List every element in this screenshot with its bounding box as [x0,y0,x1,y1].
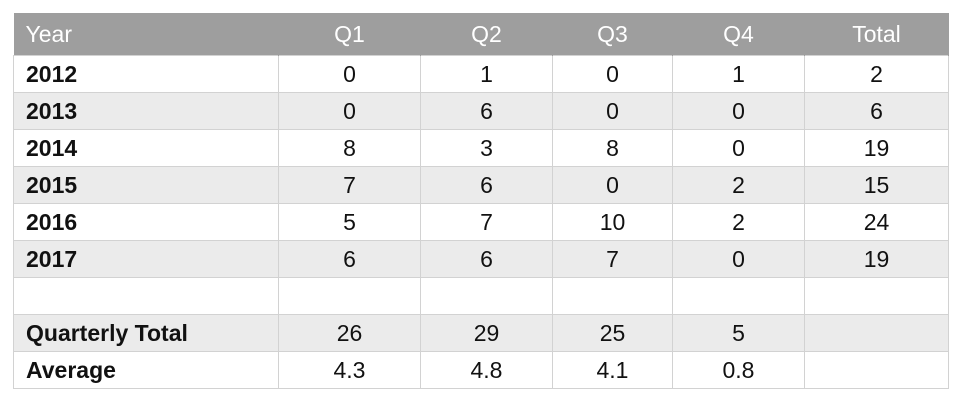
value-cell [672,277,805,315]
value-cell: 6 [420,240,553,278]
table-row: 2015 7 6 0 2 15 [13,166,949,204]
table-row: 2017 6 6 7 0 19 [13,240,949,278]
header-row: Year Q1 Q2 Q3 Q4 Total [13,13,949,56]
value-cell: 4.1 [552,351,673,389]
value-cell: 7 [552,240,673,278]
value-cell: 2 [672,203,805,241]
value-cell: 29 [420,314,553,352]
value-cell: 4.8 [420,351,553,389]
value-cell: 1 [420,55,553,93]
value-cell: 8 [552,129,673,167]
row-label-cell: 2015 [13,166,279,204]
row-label-cell: Quarterly Total [13,314,279,352]
value-cell: 0 [672,92,805,130]
value-cell [804,314,949,352]
column-header-q2: Q2 [420,13,553,56]
value-cell: 0 [552,166,673,204]
table-row: Average 4.3 4.8 4.1 0.8 [13,351,949,389]
table-row: 2014 8 3 8 0 19 [13,129,949,167]
value-cell: 0.8 [672,351,805,389]
row-label-cell [13,277,279,315]
row-label-cell: Average [13,351,279,389]
value-cell [804,351,949,389]
value-cell: 3 [420,129,553,167]
value-cell: 19 [804,240,949,278]
row-label-cell: 2014 [13,129,279,167]
row-label-cell: 2013 [13,92,279,130]
value-cell: 2 [672,166,805,204]
value-cell [804,277,949,315]
value-cell: 0 [278,55,421,93]
value-cell: 5 [278,203,421,241]
value-cell: 0 [672,129,805,167]
row-label-cell: 2016 [13,203,279,241]
value-cell: 7 [420,203,553,241]
value-cell: 0 [278,92,421,130]
column-header-year: Year [13,13,279,56]
value-cell: 19 [804,129,949,167]
value-cell: 2 [804,55,949,93]
table-row: 2012 0 1 0 1 2 [13,55,949,93]
column-header-q3: Q3 [552,13,673,56]
row-label-cell: 2017 [13,240,279,278]
table-row: 2016 5 7 10 2 24 [13,203,949,241]
value-cell: 10 [552,203,673,241]
value-cell: 7 [278,166,421,204]
table-row: Quarterly Total 26 29 25 5 [13,314,949,352]
value-cell: 6 [804,92,949,130]
value-cell: 0 [552,92,673,130]
value-cell: 0 [552,55,673,93]
value-cell: 8 [278,129,421,167]
column-header-q1: Q1 [278,13,421,56]
value-cell: 15 [804,166,949,204]
table-header: Year Q1 Q2 Q3 Q4 Total [13,13,949,56]
column-header-q4: Q4 [672,13,805,56]
value-cell: 24 [804,203,949,241]
value-cell: 1 [672,55,805,93]
value-cell: 5 [672,314,805,352]
value-cell [420,277,553,315]
value-cell: 26 [278,314,421,352]
row-label-cell: 2012 [13,55,279,93]
value-cell [278,277,421,315]
spacer-row [13,277,949,315]
value-cell: 6 [420,166,553,204]
table-body: 2012 0 1 0 1 2 2013 0 6 0 0 6 2014 8 3 8 0 19 2015 7 6 0 2 15 20… [13,55,949,389]
value-cell: 4.3 [278,351,421,389]
value-cell: 6 [420,92,553,130]
value-cell [552,277,673,315]
value-cell: 0 [672,240,805,278]
column-header-total: Total [804,13,949,56]
data-table-container: Year Q1 Q2 Q3 Q4 Total 2012 0 1 0 1 2 2013 0 6 0 0 6 2014… [13,13,949,389]
quarterly-data-table: Year Q1 Q2 Q3 Q4 Total 2012 0 1 0 1 2 2013 0 6 0 0 6 2014… [13,13,949,389]
value-cell: 25 [552,314,673,352]
table-row: 2013 0 6 0 0 6 [13,92,949,130]
value-cell: 6 [278,240,421,278]
